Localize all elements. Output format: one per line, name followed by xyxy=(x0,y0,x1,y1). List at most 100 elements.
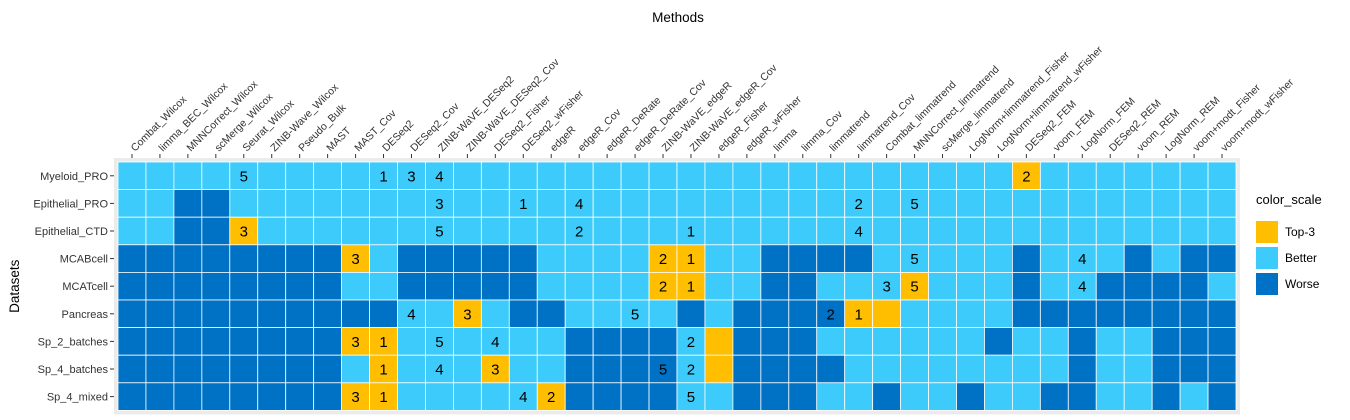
heatmap-cell xyxy=(704,189,734,218)
heatmap-cell xyxy=(564,299,594,329)
heatmap-cell xyxy=(285,244,315,273)
heatmap-cell xyxy=(1067,189,1097,218)
heatmap-cell xyxy=(397,299,426,329)
cell-label: 2 xyxy=(659,279,667,296)
heatmap-cell xyxy=(425,244,454,273)
heatmap-cell xyxy=(536,299,566,329)
heatmap-cell xyxy=(760,271,790,301)
cell-label: 1 xyxy=(379,334,387,351)
cell-label: 5 xyxy=(435,224,443,241)
heatmap-cell xyxy=(480,299,510,329)
heatmap-cell xyxy=(1123,244,1153,273)
heatmap-cell xyxy=(620,382,650,411)
heatmap-cell xyxy=(1012,299,1041,329)
heatmap-cell xyxy=(285,271,315,301)
heatmap-cell xyxy=(117,216,147,246)
heatmap-cell xyxy=(620,271,650,301)
heatmap-cell xyxy=(145,327,175,356)
heatmap-cell xyxy=(956,327,985,356)
heatmap-cell xyxy=(732,189,762,218)
heatmap-cell xyxy=(508,244,538,273)
heatmap-cell xyxy=(648,161,678,191)
heatmap-cell xyxy=(648,216,678,246)
cell-label: 4 xyxy=(491,334,499,351)
heatmap-cell xyxy=(257,216,287,246)
heatmap-cell xyxy=(1012,189,1041,218)
heatmap-cell xyxy=(620,189,650,218)
heatmap-cell xyxy=(1012,382,1041,411)
heatmap-cell xyxy=(480,271,510,301)
legend-swatch-worse xyxy=(1256,273,1278,295)
heatmap-cell xyxy=(508,382,538,411)
heatmap-cell xyxy=(369,244,398,273)
heatmap-cell xyxy=(704,327,734,356)
heatmap-cell xyxy=(676,216,706,246)
cell-label: 5 xyxy=(659,362,667,379)
cell-label: 2 xyxy=(1022,168,1030,185)
legend-label-worse: Worse xyxy=(1285,277,1320,291)
heatmap-cell xyxy=(872,299,902,329)
heatmap-cell xyxy=(1039,189,1069,218)
heatmap-cell xyxy=(452,244,482,273)
heatmap-cell xyxy=(788,354,818,384)
heatmap-cell xyxy=(173,216,203,246)
heatmap-cell xyxy=(480,244,510,273)
heatmap-cell xyxy=(508,271,538,301)
heatmap-cell xyxy=(928,244,957,273)
heatmap-cell xyxy=(900,271,929,301)
heatmap-cell xyxy=(229,161,259,191)
heatmap-cell xyxy=(117,189,147,218)
heatmap-cell xyxy=(1207,299,1237,329)
heatmap-cell xyxy=(452,216,482,246)
heatmap-cell xyxy=(984,216,1013,246)
heatmap-cell xyxy=(1151,354,1181,384)
heatmap-cell xyxy=(676,244,706,273)
heatmap-cell xyxy=(788,327,818,356)
heatmap-cell xyxy=(760,354,790,384)
heatmap-cell xyxy=(956,189,985,218)
heatmap-cell xyxy=(117,271,147,301)
heatmap-cell xyxy=(1207,271,1237,301)
heatmap-cell xyxy=(145,244,175,273)
heatmap-cell xyxy=(1095,216,1125,246)
cell-label: 3 xyxy=(351,389,359,406)
heatmap-cell xyxy=(1039,382,1069,411)
heatmap-cell xyxy=(648,189,678,218)
heatmap-cell xyxy=(844,354,874,384)
heatmap-cell xyxy=(788,216,818,246)
heatmap-cell xyxy=(928,327,957,356)
heatmap-cell xyxy=(313,161,342,191)
cell-label: 3 xyxy=(463,306,471,323)
heatmap-cell xyxy=(704,271,734,301)
heatmap-cell xyxy=(1039,354,1069,384)
heatmap-cell xyxy=(844,244,874,273)
heatmap-cell xyxy=(648,271,678,301)
heatmap-cell xyxy=(536,382,566,411)
cell-label: 1 xyxy=(379,168,387,185)
heatmap-cell xyxy=(145,354,175,384)
heatmap-cell xyxy=(676,299,706,329)
heatmap-cell xyxy=(117,244,147,273)
heatmap-cell xyxy=(257,161,287,191)
heatmap-cell xyxy=(257,327,287,356)
heatmap-cell xyxy=(760,216,790,246)
heatmap-cell xyxy=(1067,327,1097,356)
heatmap-cell xyxy=(173,354,203,384)
heatmap-cell xyxy=(788,382,818,411)
heatmap-cell xyxy=(452,382,482,411)
heatmap-cell xyxy=(285,161,315,191)
heatmap-cell xyxy=(900,216,929,246)
legend-item-better: Better xyxy=(1256,245,1346,271)
cell-label: 5 xyxy=(435,334,443,351)
heatmap-cell xyxy=(816,161,846,191)
heatmap-cell xyxy=(592,327,622,356)
heatmap-cell xyxy=(872,161,902,191)
heatmap-cell xyxy=(369,189,398,218)
heatmap-cell xyxy=(1095,327,1125,356)
heatmap-cell xyxy=(536,189,566,218)
heatmap-cell xyxy=(229,244,259,273)
y-tick-label: MCATcell xyxy=(62,281,108,293)
heatmap-cell xyxy=(732,327,762,356)
heatmap-cell xyxy=(397,216,426,246)
